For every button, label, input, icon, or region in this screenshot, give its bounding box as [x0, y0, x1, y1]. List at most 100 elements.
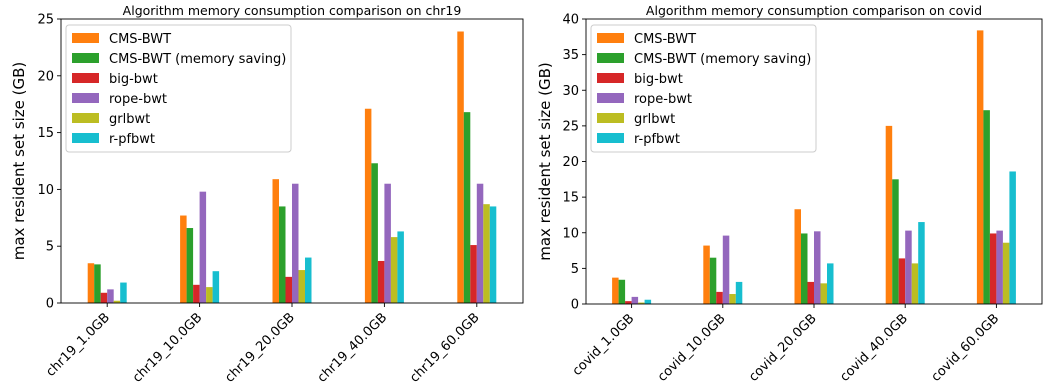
bar-r-pfbwt-3	[918, 222, 925, 304]
x-tick-label: chr19_1.0GB	[43, 310, 113, 380]
y-tick-label: 5	[571, 262, 579, 277]
bar-cms-bwt-2	[794, 209, 801, 304]
bar-big-bwt-0	[625, 301, 632, 304]
y-tick-label: 0	[571, 298, 579, 313]
bar-r-pfbwt-2	[305, 257, 312, 303]
bar-cms-bwt-1	[180, 215, 187, 303]
x-tick-label: chr19_40.0GB	[315, 310, 390, 385]
bar-cms-bwt-memory-saving--1	[709, 257, 717, 304]
legend-label-cms-bwt-memory-saving-: CMS-BWT (memory saving)	[109, 52, 286, 67]
chart-title: Algorithm memory consumption comparison …	[646, 3, 982, 18]
bar-rope-bwt-2	[292, 183, 299, 303]
y-tick-label: 25	[37, 13, 54, 28]
legend-label-cms-bwt-memory-saving-: CMS-BWT (memory saving)	[634, 52, 811, 67]
x-tick-label: chr19_60.0GB	[407, 310, 482, 385]
bar-cms-bwt-4	[457, 31, 464, 303]
legend-label-cms-bwt: CMS-BWT	[634, 32, 696, 47]
chart-title: Algorithm memory consumption comparison …	[123, 3, 462, 18]
bar-grlbwt-0	[638, 302, 645, 304]
bar-rope-bwt-1	[722, 235, 730, 304]
y-tick-label: 30	[562, 84, 579, 99]
bar-grlbwt-3	[390, 237, 398, 303]
legend-swatch-grlbwt	[597, 113, 624, 123]
bar-cms-bwt-1	[703, 245, 710, 304]
legend-swatch-r-pfbwt	[597, 133, 624, 143]
legend-box	[590, 24, 817, 153]
bar-big-bwt-2	[285, 276, 292, 303]
legend-swatch-cms-bwt-memory-saving-	[72, 53, 99, 63]
bar-big-bwt-4	[470, 245, 477, 303]
y-tick-label: 20	[562, 155, 579, 170]
y-tick-label: 25	[562, 119, 579, 134]
x-tick-label: chr19_20.0GB	[222, 310, 297, 385]
bar-big-bwt-1	[193, 284, 200, 303]
bar-r-pfbwt-4	[489, 206, 497, 303]
bar-r-pfbwt-0	[120, 282, 127, 303]
bar-cms-bwt-memory-saving--3	[892, 179, 899, 304]
bar-r-pfbwt-1	[212, 271, 220, 303]
legend-label-r-pfbwt: r-pfbwt	[634, 132, 680, 147]
legend-label-rope-bwt: rope-bwt	[109, 92, 167, 107]
legend-swatch-cms-bwt	[597, 33, 624, 43]
bar-big-bwt-0	[100, 292, 108, 303]
bar-grlbwt-3	[911, 263, 919, 304]
bar-cms-bwt-memory-saving--1	[186, 228, 194, 303]
legend-swatch-rope-bwt	[72, 93, 99, 103]
bar-rope-bwt-0	[631, 296, 639, 305]
bar-r-pfbwt-4	[1009, 171, 1016, 304]
bar-big-bwt-2	[807, 281, 814, 304]
legend-swatch-cms-bwt	[72, 33, 99, 43]
bar-grlbwt-4	[1002, 242, 1010, 304]
legend-label-rope-bwt: rope-bwt	[634, 92, 692, 107]
x-tick-label: covid_60.0GB	[929, 311, 1003, 385]
bar-cms-bwt-memory-saving--3	[371, 163, 378, 303]
bar-big-bwt-1	[716, 291, 723, 304]
y-tick-label: 10	[37, 183, 54, 198]
bar-grlbwt-1	[729, 294, 736, 304]
bar-r-pfbwt-3	[397, 231, 404, 303]
y-axis-label: max resident set size (GB)	[10, 62, 28, 261]
bar-cms-bwt-0	[612, 277, 619, 304]
bar-cms-bwt-memory-saving--2	[801, 233, 808, 304]
bar-cms-bwt-3	[885, 125, 893, 305]
bar-rope-bwt-1	[199, 191, 207, 303]
legend-label-grlbwt: grlbwt	[109, 112, 150, 127]
bar-r-pfbwt-0	[644, 299, 652, 304]
y-tick-label: 10	[562, 226, 579, 241]
bar-grlbwt-0	[113, 300, 121, 303]
y-tick-label: 0	[46, 297, 54, 312]
bar-cms-bwt-memory-saving--4	[463, 112, 471, 304]
y-tick-label: 5	[46, 240, 54, 255]
legend-swatch-r-pfbwt	[72, 133, 99, 143]
bar-big-bwt-3	[377, 260, 385, 303]
bar-grlbwt-2	[820, 283, 827, 304]
legend-swatch-big-bwt	[72, 73, 99, 83]
bar-rope-bwt-3	[384, 183, 391, 303]
bar-grlbwt-1	[206, 287, 213, 303]
y-tick-label: 20	[37, 69, 54, 84]
legend-swatch-cms-bwt-memory-saving-	[597, 53, 624, 63]
bar-big-bwt-3	[898, 258, 906, 304]
bar-cms-bwt-3	[364, 108, 372, 304]
chart-panel-1: 0 5 10 15 20 25 chr19_1.0GB chr19_10.0GB chr19_2…	[10, 3, 524, 386]
y-tick-label: 35	[562, 48, 579, 63]
bar-cms-bwt-memory-saving--4	[983, 110, 990, 304]
legend-label-big-bwt: big-bwt	[634, 72, 683, 87]
bar-cms-bwt-memory-saving--2	[279, 206, 286, 303]
legend-label-cms-bwt: CMS-BWT	[109, 32, 171, 47]
legend-label-r-pfbwt: r-pfbwt	[109, 132, 155, 147]
bar-rope-bwt-0	[107, 289, 114, 303]
bar-rope-bwt-2	[814, 231, 821, 304]
bar-cms-bwt-4	[976, 30, 984, 305]
bar-cms-bwt-0	[87, 263, 95, 303]
legend-box	[65, 24, 292, 153]
bar-cms-bwt-memory-saving--0	[94, 264, 101, 303]
x-tick-label: covid_40.0GB	[837, 311, 911, 385]
bar-rope-bwt-3	[905, 230, 912, 304]
x-tick-label: covid_20.0GB	[746, 311, 820, 385]
x-tick-label: chr19_10.0GB	[130, 310, 205, 385]
bar-r-pfbwt-1	[735, 281, 743, 304]
bar-cms-bwt-2	[272, 179, 279, 303]
bar-cms-bwt-memory-saving--0	[618, 279, 626, 304]
